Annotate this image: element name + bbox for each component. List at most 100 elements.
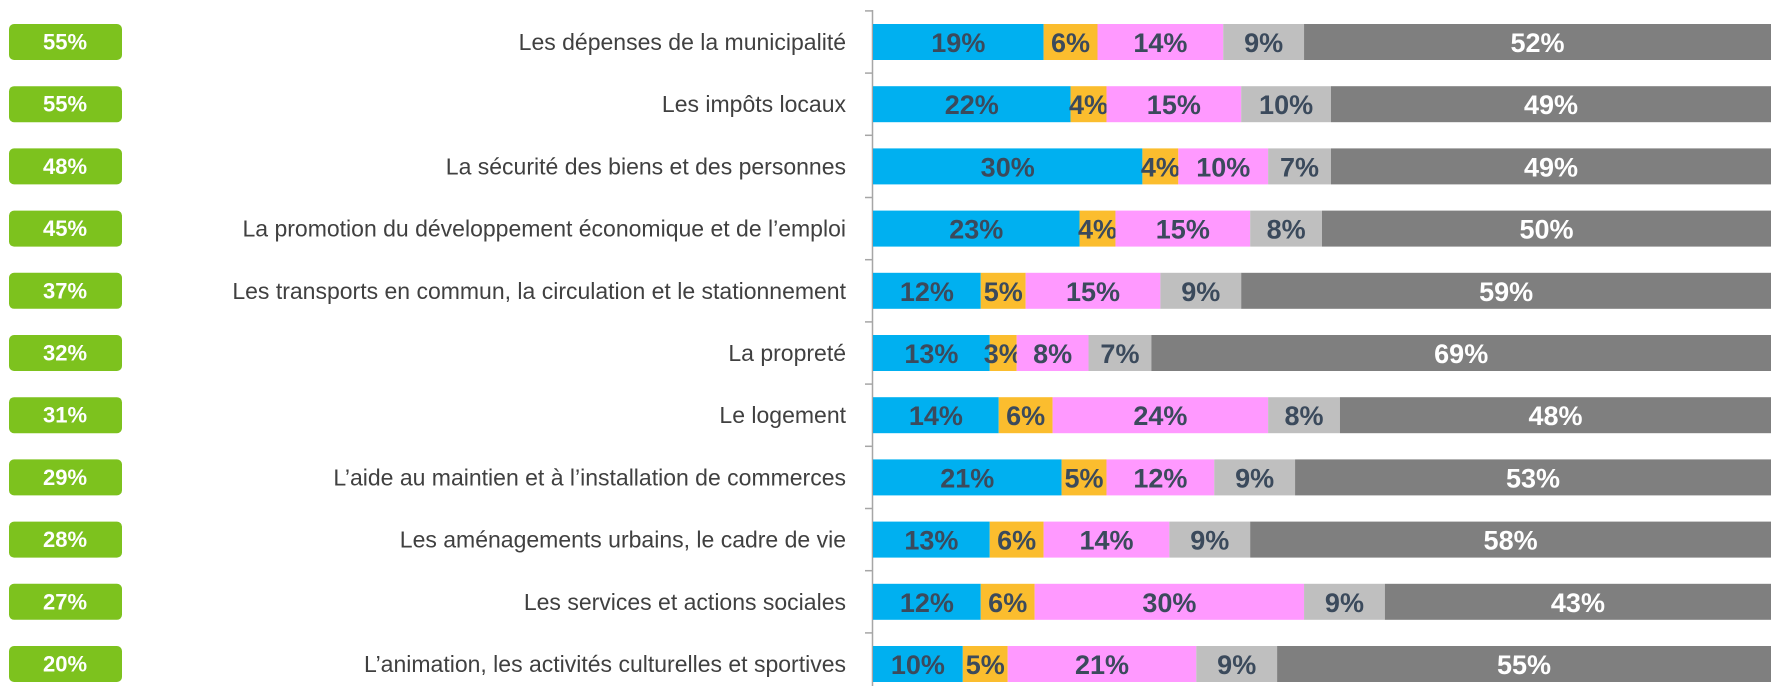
data-label: 30% [1142,588,1196,618]
bar-segment [1007,646,1197,682]
bar-segment [1250,210,1322,247]
data-label: 12% [1133,463,1187,493]
data-label: 48% [1528,401,1582,431]
bar-segment [1151,335,1771,371]
data-label: 8% [1267,215,1306,245]
total-badge [9,646,122,682]
bar-segment [873,335,990,371]
bar-segment [989,335,1017,371]
bar-segment [873,583,981,620]
bar-segment [873,86,1071,123]
data-label: 10% [1259,90,1313,120]
category-label: La promotion du développement économique… [242,216,846,242]
data-label: 10% [891,650,945,680]
total-badge [9,397,122,434]
data-label: 43% [1551,588,1605,618]
data-label: 24% [1133,401,1187,431]
bar-segment [1106,459,1215,496]
bar-segment [980,583,1035,620]
data-label: 22% [945,90,999,120]
data-label: 55% [1497,650,1551,680]
bar-segment [1268,397,1340,434]
bar-segment [1061,459,1107,496]
data-label: 15% [1147,90,1201,120]
data-label: 13% [904,526,958,556]
bar-segment [1169,521,1251,558]
bar-segment [1339,397,1771,434]
bar-segment [873,148,1143,185]
total-label: 55% [43,30,87,55]
bar-segment [1241,272,1771,309]
total-label: 28% [43,527,87,552]
bar-segment [1043,521,1170,558]
data-label: 49% [1524,152,1578,182]
data-label: 9% [1217,650,1256,680]
bar-segment [1384,583,1771,620]
bar-segment [1330,148,1771,185]
category-label: Les dépenses de la municipalité [519,29,846,55]
bar-segment [1106,86,1242,123]
data-label: 9% [1181,277,1220,307]
bar-segment [1034,583,1305,620]
total-label: 27% [43,589,87,614]
data-label: 7% [1280,152,1319,182]
bar-segment [998,397,1053,434]
data-label: 5% [1065,463,1104,493]
bar-segment [1070,86,1107,123]
bar-segment [1322,210,1771,247]
bar-segment [1178,148,1269,185]
bar-segment [1295,459,1771,496]
data-label: 23% [949,215,1003,245]
data-label: 15% [1156,215,1210,245]
data-label: 4% [1141,152,1180,182]
bar-segment [1160,272,1242,309]
data-label: 9% [1235,463,1274,493]
data-label: 8% [1285,401,1324,431]
bar-segment [873,521,990,558]
data-label: 6% [997,526,1036,556]
bar-segment [1304,24,1771,60]
bar-segment [873,646,963,682]
total-badge [9,272,122,309]
bar-segment [1088,335,1152,371]
data-label: 69% [1434,339,1488,369]
category-label: L’aide au maintien et à l’installation d… [333,464,846,490]
data-label: 21% [940,463,994,493]
total-label: 55% [43,92,87,117]
data-label: 58% [1484,526,1538,556]
bar-segment [1304,583,1385,620]
total-badge [9,521,122,558]
bar-segment [1268,148,1331,185]
total-label: 48% [43,154,87,179]
data-label: 30% [981,152,1035,182]
data-label: 13% [904,339,958,369]
total-badge [9,583,122,620]
total-label: 37% [43,278,87,303]
data-label: 15% [1066,277,1120,307]
data-label: 7% [1100,339,1139,369]
data-label: 52% [1510,28,1564,58]
total-badge [9,24,122,60]
bar-segment [1016,335,1089,371]
data-label: 14% [1133,28,1187,58]
total-badge [9,86,122,123]
data-label: 49% [1524,90,1578,120]
bar-segment [1052,397,1269,434]
data-label: 12% [900,588,954,618]
total-label: 29% [43,465,87,490]
bar-segment [1142,148,1179,185]
bar-segment [1223,24,1305,60]
bar-segment [1250,521,1771,558]
total-badge [9,335,122,371]
bar-segment [873,397,999,434]
data-label: 9% [1244,28,1283,58]
total-badge [9,148,122,185]
data-label: 4% [1078,215,1117,245]
bar-segment [1196,646,1278,682]
data-label: 9% [1190,526,1229,556]
total-label: 20% [43,652,87,677]
bar-segment [1277,646,1771,682]
data-label: 6% [1006,401,1045,431]
